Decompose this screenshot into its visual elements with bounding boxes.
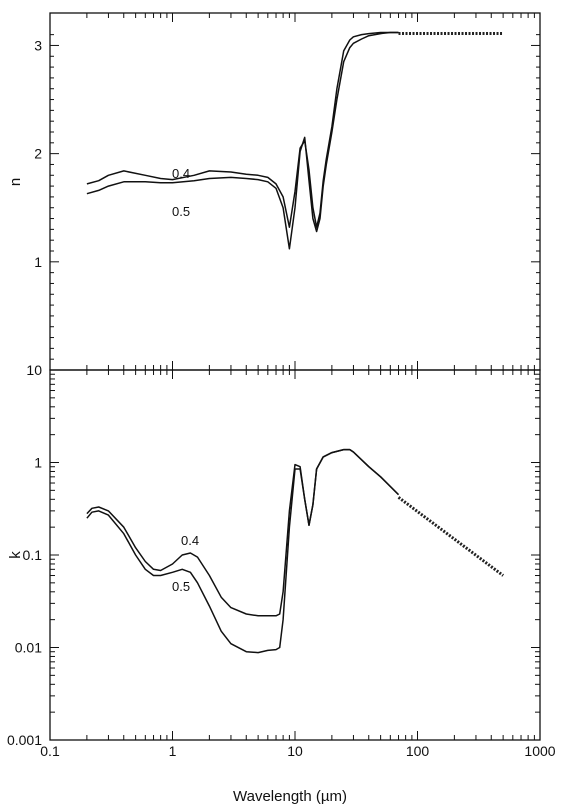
- panel-k-ticks: [49, 370, 540, 741]
- panel-k-ylabel: k: [7, 551, 24, 559]
- panel-k-curves: [86, 448, 505, 654]
- x-tick-label: 0.1: [40, 743, 60, 759]
- series-line-0.5: [86, 31, 399, 250]
- x-tick-label: 1000: [524, 743, 555, 759]
- panel-n-curve-label-0.4: 0.4: [172, 166, 190, 181]
- series-line-0.4: [86, 31, 399, 228]
- y-tick-label: 1: [34, 254, 42, 270]
- panel-k-curve-label-0.4: 0.4: [181, 533, 199, 548]
- y-tick-label: 3: [34, 37, 42, 53]
- panel-k-curve-label-0.5: 0.5: [172, 579, 190, 594]
- x-tick-label: 1: [169, 743, 177, 759]
- series-line-0.4: [86, 448, 400, 617]
- y-tick-label: 0.01: [15, 640, 42, 656]
- y-tick-label: 0.1: [23, 547, 43, 563]
- extrapolation-line: [397, 496, 505, 577]
- panel-n: 1 2 3 n 0.4 0.5: [7, 12, 541, 371]
- series-line-0.5: [86, 448, 400, 654]
- y-tick-label: 1: [34, 455, 42, 471]
- panel-n-curves: [86, 31, 504, 250]
- panel-n-tick-labels: 1 2 3: [34, 37, 42, 269]
- x-tick-label: 10: [287, 743, 303, 759]
- panel-k-tick-labels: 0.001 0.01 0.1 1 10 0.1 1 10 100 1000: [7, 362, 556, 759]
- y-tick-label: 2: [34, 146, 42, 162]
- panel-k-frame: [49, 369, 541, 741]
- y-tick-label: 10: [26, 362, 42, 378]
- y-tick-label: 0.001: [7, 732, 42, 748]
- panel-k: 0.001 0.01 0.1 1 10 0.1 1 10 100 1000 k Wavelengt…: [7, 362, 556, 805]
- panel-n-ylabel: n: [7, 178, 24, 186]
- panel-n-curve-label-0.5: 0.5: [172, 204, 190, 219]
- x-tick-label: 100: [406, 743, 430, 759]
- panel-k-xlabel: Wavelength (µm): [233, 788, 347, 805]
